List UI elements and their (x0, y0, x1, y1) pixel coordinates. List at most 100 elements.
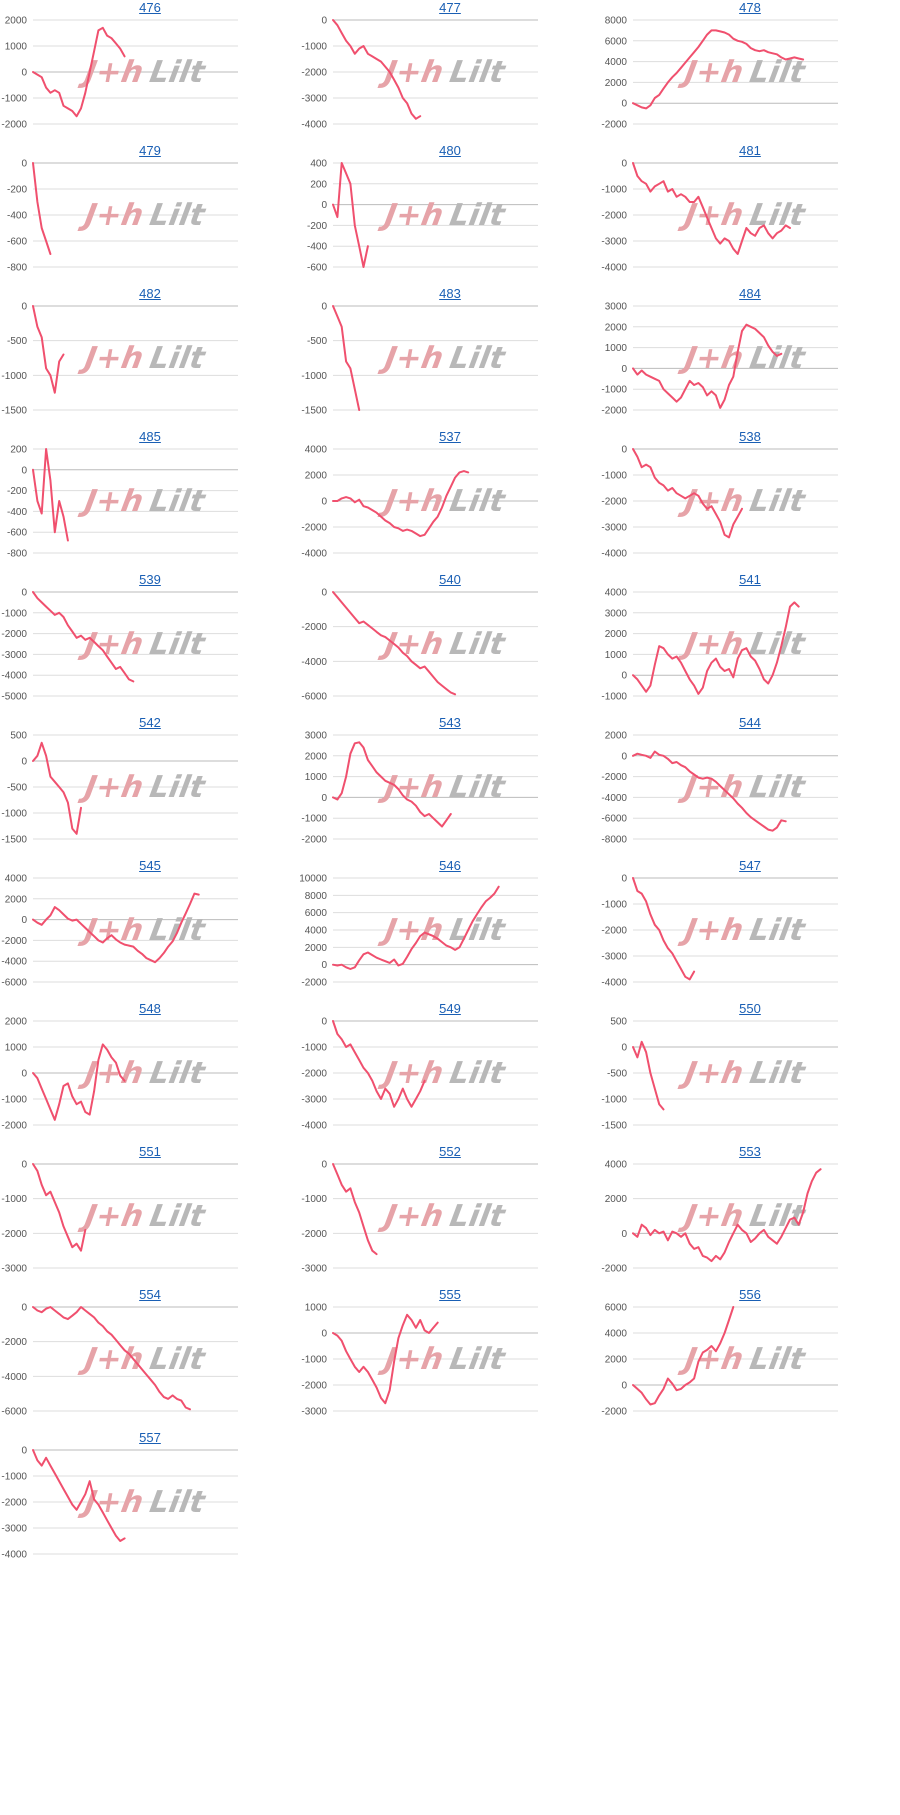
chart-title-link[interactable]: 545 (139, 858, 161, 873)
chart-550: 550 -1500 -1000 -500 0 500 J+h Lilt (600, 1001, 900, 1167)
y-tick-label: 4000 (605, 57, 628, 68)
y-tick-label: -4000 (1, 1372, 27, 1383)
y-tick-label: -2000 (301, 1069, 327, 1080)
watermark-logo: J+h Lilt (676, 1342, 809, 1377)
chart-title-link[interactable]: 538 (739, 429, 761, 444)
series-line (632, 323, 783, 409)
y-tick-label: 0 (21, 159, 27, 170)
chart-title-link[interactable]: 483 (439, 286, 461, 301)
watermark-logo: J+h Lilt (676, 484, 809, 519)
chart-title-link[interactable]: 553 (739, 1144, 761, 1159)
chart-plot: -2000 -1000 0 1000 2000 J+h Lilt (1, 1017, 238, 1132)
chart-title-link[interactable]: 476 (139, 0, 161, 15)
chart-title-link[interactable]: 547 (739, 858, 761, 873)
watermark-red-text: J+h (76, 341, 146, 376)
chart-title-link[interactable]: 555 (439, 1287, 461, 1302)
y-tick-label: 2000 (305, 471, 328, 482)
series-line (332, 162, 369, 268)
y-tick-label: -3000 (1, 650, 27, 661)
chart-plot: -2000 0 2000 4000 6000 J+h Lilt (601, 1303, 838, 1418)
chart-title-link[interactable]: 550 (739, 1001, 761, 1016)
chart-title-link[interactable]: 484 (739, 286, 761, 301)
watermark-logo: J+h Lilt (76, 913, 209, 948)
y-tick-label: -2000 (301, 1229, 327, 1240)
y-tick-label: 400 (310, 159, 327, 170)
watermark-grey-text: Lilt (147, 1056, 209, 1091)
chart-title-link[interactable]: 485 (139, 429, 161, 444)
watermark-logo: J+h Lilt (676, 341, 809, 376)
watermark-red-text: J+h (376, 913, 446, 948)
chart-title-link[interactable]: 479 (139, 143, 161, 158)
chart-title-link[interactable]: 482 (139, 286, 161, 301)
chart-title-link[interactable]: 481 (739, 143, 761, 158)
chart-540: 540 -6000 -4000 -2000 0 J+h Lilt (300, 572, 600, 738)
chart-title-link[interactable]: 551 (139, 1144, 161, 1159)
y-tick-label: -2000 (1, 120, 27, 131)
y-tick-label: 0 (21, 915, 27, 926)
y-tick-label: 0 (21, 757, 27, 768)
chart-title-link[interactable]: 557 (139, 1430, 161, 1445)
chart-plot: -4000 -3000 -2000 -1000 0 J+h Lilt (301, 1017, 538, 1132)
chart-title-link[interactable]: 540 (439, 572, 461, 587)
y-tick-label: 2000 (605, 629, 628, 640)
y-tick-label: 0 (621, 751, 627, 762)
chart-plot: -1000 0 1000 2000 3000 4000 J+h Lilt (601, 588, 838, 703)
chart-481: 481 -4000 -3000 -2000 -1000 0 J+h Lilt (600, 143, 900, 309)
y-tick-label: 8000 (605, 16, 628, 27)
watermark-red-text: J+h (676, 484, 746, 519)
chart-plot: -600 -400 -200 0 200 400 J+h Lilt (307, 159, 538, 274)
watermark-grey-text: Lilt (447, 913, 509, 948)
y-tick-label: 4000 (605, 588, 628, 599)
chart-480: 480 -600 -400 -200 0 200 400 J+h Lilt (300, 143, 600, 309)
chart-title-link[interactable]: 542 (139, 715, 161, 730)
chart-title-link[interactable]: 552 (439, 1144, 461, 1159)
watermark-grey-text: Lilt (747, 1056, 809, 1091)
watermark-red-text: J+h (76, 1056, 146, 1091)
watermark-grey-text: Lilt (447, 484, 509, 519)
chart-title-link[interactable]: 544 (739, 715, 761, 730)
chart-title-link[interactable]: 477 (439, 0, 461, 15)
chart-title-link[interactable]: 478 (739, 0, 761, 15)
y-tick-label: -6000 (601, 814, 627, 825)
chart-title-link[interactable]: 537 (439, 429, 461, 444)
y-tick-label: 0 (21, 1160, 27, 1171)
y-tick-label: -200 (307, 221, 327, 232)
y-tick-label: -1000 (1, 608, 27, 619)
chart-title-link[interactable]: 480 (439, 143, 461, 158)
chart-title-link[interactable]: 548 (139, 1001, 161, 1016)
y-tick-label: -500 (607, 1069, 627, 1080)
y-tick-label: 200 (310, 179, 327, 190)
chart-title-link[interactable]: 556 (739, 1287, 761, 1302)
watermark-grey-text: Lilt (147, 627, 209, 662)
y-tick-label: -2000 (301, 835, 327, 846)
y-tick-label: -3000 (301, 1264, 327, 1275)
y-tick-label: 0 (321, 1329, 327, 1340)
chart-484: 484 -2000 -1000 0 1000 2000 3000 J+h Lilt (600, 286, 900, 452)
chart-title-link[interactable]: 554 (139, 1287, 161, 1302)
watermark-logo: J+h Lilt (676, 55, 809, 90)
y-tick-label: -500 (7, 783, 27, 794)
y-tick-label: 0 (321, 960, 327, 971)
y-tick-label: -600 (7, 528, 27, 539)
chart-title-link[interactable]: 539 (139, 572, 161, 587)
watermark-logo: J+h Lilt (676, 198, 809, 233)
y-tick-label: -1000 (601, 471, 627, 482)
watermark-red-text: J+h (676, 341, 746, 376)
y-tick-label: -3000 (301, 1095, 327, 1106)
y-tick-label: -4000 (301, 657, 327, 668)
chart-title-link[interactable]: 549 (439, 1001, 461, 1016)
series-line (632, 601, 800, 695)
y-tick-label: -4000 (601, 793, 627, 804)
chart-title-link[interactable]: 541 (739, 572, 761, 587)
watermark-red-text: J+h (76, 1199, 146, 1234)
y-tick-label: 3000 (605, 302, 628, 313)
watermark-grey-text: Lilt (747, 913, 809, 948)
series-line (332, 305, 361, 411)
chart-title-link[interactable]: 546 (439, 858, 461, 873)
chart-plot: -4000 -3000 -2000 -1000 0 J+h Lilt (601, 159, 838, 274)
chart-483: 483 -1500 -1000 -500 0 J+h Lilt (300, 286, 600, 452)
chart-title-link[interactable]: 543 (439, 715, 461, 730)
watermark-logo: J+h Lilt (376, 1342, 509, 1377)
y-tick-label: -3000 (601, 523, 627, 534)
